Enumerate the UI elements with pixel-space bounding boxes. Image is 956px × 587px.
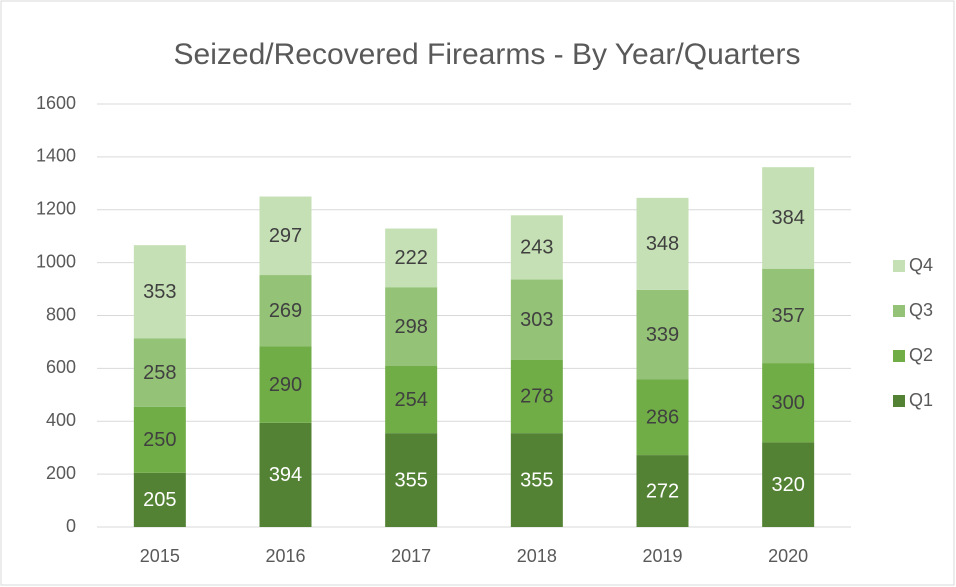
bar-segment <box>385 365 438 434</box>
legend-swatch <box>893 395 905 407</box>
data-label: 320 <box>771 474 804 496</box>
bar-segment <box>636 455 689 527</box>
bar-segment <box>133 406 186 473</box>
legend-swatch <box>893 305 905 317</box>
data-label: 250 <box>143 429 176 451</box>
data-label: 300 <box>771 392 804 414</box>
bar-segment <box>762 363 815 443</box>
y-tick-label: 1400 <box>36 146 76 166</box>
y-tick-label: 0 <box>66 516 76 536</box>
x-tick-label: 2015 <box>140 546 180 566</box>
x-tick-label: 2017 <box>391 546 431 566</box>
bar-segment <box>510 359 563 434</box>
data-label: 297 <box>269 225 302 247</box>
chart-title: Seized/Recovered Firearms - By Year/Quar… <box>174 38 801 71</box>
y-tick-label: 1000 <box>36 251 76 271</box>
data-label: 357 <box>771 305 804 327</box>
bar-segment <box>259 275 312 347</box>
bar-segment <box>762 442 815 527</box>
data-label: 355 <box>394 469 427 491</box>
data-label: 290 <box>269 374 302 396</box>
data-label: 339 <box>646 324 679 346</box>
bar-segment <box>133 245 186 339</box>
bar-segment <box>259 346 312 423</box>
legend-label: Q3 <box>909 300 933 320</box>
legend-label: Q4 <box>909 255 933 275</box>
bar-segment <box>636 197 689 290</box>
data-label: 243 <box>520 237 553 259</box>
data-label: 222 <box>394 247 427 269</box>
x-tick-label: 2019 <box>642 546 682 566</box>
bar-segment <box>510 433 563 527</box>
y-tick-label: 600 <box>46 357 76 377</box>
y-tick-label: 1600 <box>36 93 76 113</box>
x-tick-label: 2016 <box>265 546 305 566</box>
data-label: 394 <box>269 464 302 486</box>
bar-segment <box>385 228 438 288</box>
bar-segment <box>133 472 186 527</box>
bar-segment <box>762 167 815 269</box>
bar-segment <box>636 289 689 380</box>
data-label: 298 <box>394 316 427 338</box>
legend-swatch <box>893 350 905 362</box>
y-tick-label: 800 <box>46 304 76 324</box>
bar-segment <box>133 338 186 407</box>
data-label: 278 <box>520 386 553 408</box>
x-tick-label: 2018 <box>517 546 557 566</box>
y-tick-label: 200 <box>46 463 76 483</box>
data-label: 384 <box>771 207 804 229</box>
y-tick-label: 400 <box>46 410 76 430</box>
data-label: 269 <box>269 300 302 322</box>
data-label: 272 <box>646 480 679 502</box>
data-label: 205 <box>143 489 176 511</box>
y-tick-label: 1200 <box>36 199 76 219</box>
data-label: 286 <box>646 407 679 429</box>
data-label: 353 <box>143 281 176 303</box>
legend-swatch <box>893 260 905 272</box>
data-label: 258 <box>143 362 176 384</box>
bar-segment <box>510 279 563 360</box>
data-label: 348 <box>646 233 679 255</box>
bar-segment <box>385 433 438 527</box>
data-label: 254 <box>394 389 427 411</box>
bar-segment <box>510 215 563 280</box>
bar-segment <box>259 422 312 527</box>
bar-segment <box>385 287 438 366</box>
x-tick-label: 2020 <box>768 546 808 566</box>
legend-label: Q1 <box>909 390 933 410</box>
data-label: 303 <box>520 309 553 331</box>
bar-segment <box>762 268 815 364</box>
data-label: 355 <box>520 469 553 491</box>
bar-segment <box>259 196 312 276</box>
legend-label: Q2 <box>909 345 933 365</box>
bar-segment <box>636 379 689 456</box>
